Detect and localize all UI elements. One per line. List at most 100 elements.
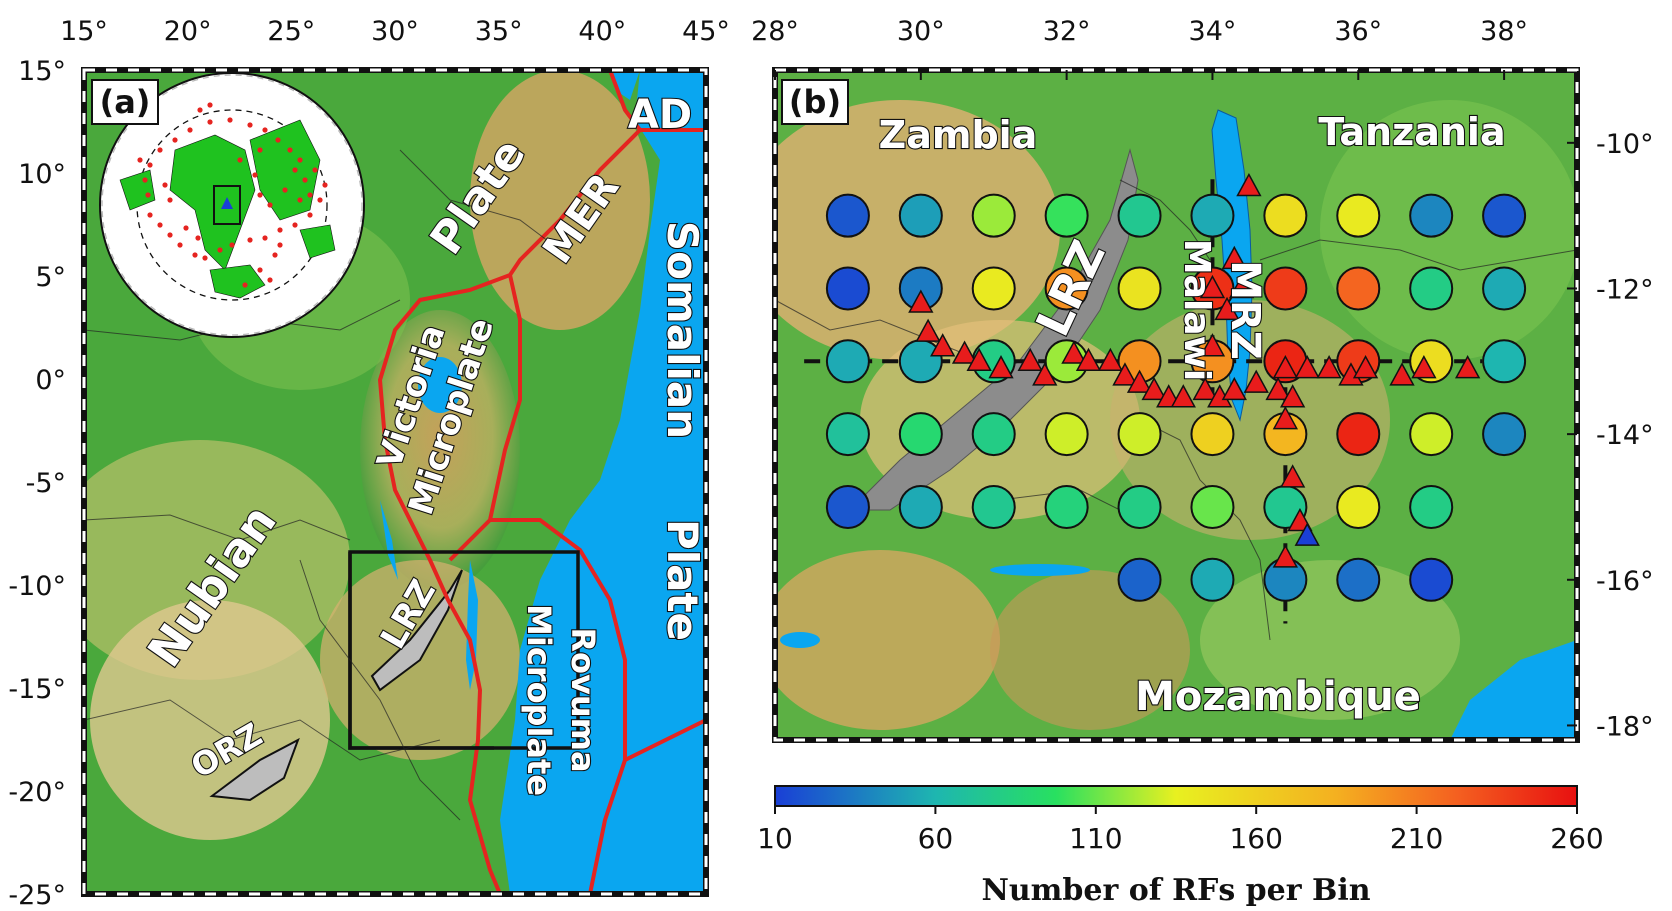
event-dot (192, 252, 198, 258)
event-dot (287, 147, 293, 153)
rf-bin (1482, 339, 1527, 384)
event-dot (247, 122, 253, 128)
panel-a-label: (a) (100, 83, 151, 121)
rf-bin (1044, 412, 1089, 457)
panel-a-x-tick: 30° (371, 16, 419, 47)
event-dot (227, 117, 233, 123)
event-dot (217, 247, 223, 253)
event-dot (229, 242, 235, 248)
panel-a-frame-dash (82, 68, 708, 896)
rf-bin (1117, 412, 1162, 457)
rovuma-microplate-label: Microplate (520, 604, 558, 796)
seismic-station (1243, 369, 1269, 393)
event-dot (162, 182, 168, 188)
orz-zone (209, 737, 300, 802)
rf-bin (1190, 484, 1235, 529)
rf-bin (825, 266, 870, 311)
seismic-station-blue (1294, 522, 1320, 546)
seismic-station (1287, 507, 1313, 532)
event-dot (167, 232, 173, 238)
event-dot (312, 167, 318, 173)
malawi-label: Malawi (1176, 239, 1217, 381)
event-dot (157, 147, 163, 153)
rf-bin (971, 266, 1016, 311)
panel-b-y-tick: -12° (1596, 274, 1654, 305)
colorbar-tick: 210 (1390, 822, 1443, 855)
mirz-label: MRZ (1222, 260, 1268, 360)
rf-bin (971, 193, 1016, 238)
rf-bin (1044, 484, 1089, 529)
seismic-station (1294, 355, 1320, 379)
seismic-station (1126, 369, 1153, 393)
panel-a-y-tick: -10° (8, 571, 66, 602)
event-dot (183, 225, 189, 231)
rf-bin (1190, 412, 1235, 457)
event-dot (195, 235, 201, 241)
seismic-station (915, 318, 941, 342)
panel-a-y-tick: -25° (8, 880, 66, 911)
rf-bin (1409, 193, 1454, 238)
mozambique-label: Mozambique (1135, 674, 1421, 720)
seismic-station (1141, 376, 1167, 401)
event-dot (242, 282, 248, 288)
event-dot (257, 267, 263, 273)
event-dot (202, 255, 208, 261)
seismic-station (1075, 347, 1102, 372)
event-dot (317, 197, 323, 203)
colorbar-tick: 110 (1069, 822, 1122, 855)
seismic-station (1192, 376, 1218, 401)
event-dot (275, 137, 281, 143)
event-dot (145, 192, 151, 198)
colorbar-tick: 60 (918, 822, 954, 855)
terrain-patch (990, 570, 1190, 730)
seismic-station (1199, 274, 1226, 299)
panel-a-y-tick: -5° (26, 468, 66, 499)
panel-b-frame-dash (773, 68, 1579, 742)
event-dot (147, 162, 153, 168)
panel-b-label-box (781, 79, 849, 125)
event-dot (137, 157, 143, 163)
event-dot (142, 177, 148, 183)
rf-bin (1336, 193, 1381, 238)
seismic-station (1411, 355, 1437, 379)
seismic-station (1017, 347, 1043, 372)
event-dot (177, 242, 183, 248)
terrain-patch (360, 310, 520, 590)
seismic-station (1352, 355, 1379, 379)
event-dot (147, 212, 153, 218)
rf-bin (898, 412, 943, 457)
event-dot (157, 222, 163, 228)
seismic-station (1316, 355, 1342, 379)
event-dot (302, 177, 308, 183)
panel-a-y-tick: 5° (35, 262, 66, 293)
seismic-station (1228, 274, 1255, 299)
tanzania-label: Tanzania (1318, 110, 1505, 154)
event-dot (292, 167, 298, 173)
rf-bin (1117, 557, 1162, 602)
rf-bin (1044, 266, 1089, 311)
event-dot (172, 137, 178, 143)
rf-bin (1336, 412, 1381, 457)
event-dot (267, 202, 273, 208)
lake-tanganyika (380, 500, 398, 580)
panel-a-y-tick: 10° (18, 159, 66, 190)
seismic-station (1454, 355, 1481, 379)
rf-bin (971, 484, 1016, 529)
terrain-patch (775, 550, 1000, 730)
seismic-station (1279, 384, 1306, 408)
event-dot (197, 107, 203, 113)
seismic-station (1170, 384, 1196, 408)
rf-bin (1336, 484, 1381, 529)
study-area-box-edge (348, 552, 494, 750)
panel-b-x-tick: 28° (751, 16, 799, 47)
event-dot (307, 212, 313, 218)
red-sea (610, 70, 640, 100)
seismic-station (1214, 296, 1240, 321)
event-dot (257, 147, 263, 153)
rf-bin (1409, 557, 1454, 602)
rf-bin (1482, 266, 1527, 311)
seismic-station (1097, 347, 1124, 372)
panel-b-x-tick: 30° (897, 16, 945, 47)
ocean-corner (1450, 640, 1577, 740)
rf-bin (1336, 266, 1381, 311)
